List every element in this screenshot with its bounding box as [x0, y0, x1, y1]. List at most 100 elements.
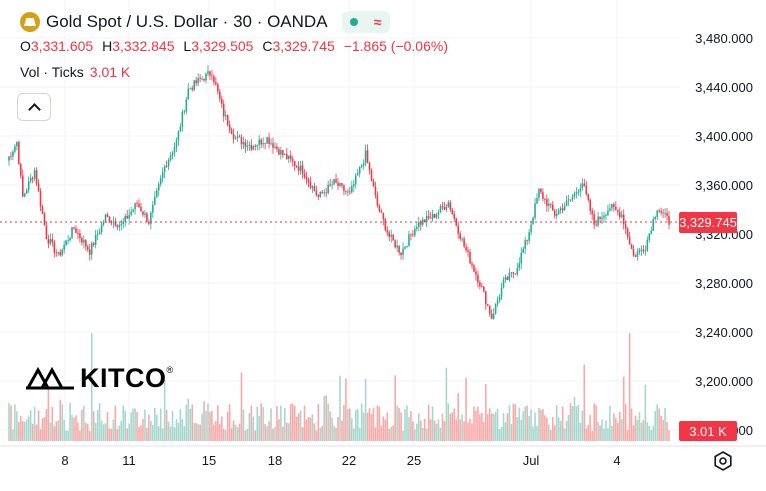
candle-body [577, 191, 580, 193]
candle-body [122, 221, 125, 224]
candle-body [374, 186, 377, 195]
volume-bar [611, 425, 613, 441]
candle-body [299, 165, 302, 171]
volume-bar [29, 410, 32, 441]
candle-body [496, 300, 499, 304]
candle-body [571, 196, 574, 200]
kitco-bars-icon [26, 366, 74, 390]
candle-body [339, 183, 341, 186]
price-tick-label: 3,240.000 [695, 325, 753, 340]
candle-body [502, 279, 505, 288]
candle-body [37, 183, 40, 191]
candle-body [394, 240, 396, 248]
volume-bar [455, 419, 458, 441]
candle-body [445, 206, 448, 210]
time-axis[interactable]: 8 11 15 18 22 25 Jul 4 [61, 453, 620, 468]
gold-bars-icon [20, 12, 40, 32]
volume-bar [256, 406, 259, 441]
volume-bar [483, 421, 485, 441]
volume-bar [325, 395, 327, 441]
candle-body [69, 237, 71, 241]
volume-bar [542, 409, 544, 441]
volume-bar [642, 420, 645, 441]
volume-bar [538, 407, 540, 441]
volume-bar [295, 416, 298, 441]
volume-bar [402, 430, 404, 441]
volume-bar [195, 423, 197, 441]
volume-bar [207, 403, 209, 441]
volume-label[interactable]: Vol · Ticks [20, 64, 84, 80]
candle-body [553, 210, 556, 216]
market-status-pill[interactable]: ≈ [341, 11, 390, 33]
volume-bar [384, 419, 387, 441]
candle-body [264, 143, 266, 144]
candle-body [423, 219, 426, 223]
candle-body [114, 221, 117, 226]
candle-body [120, 223, 123, 226]
candle-body [362, 163, 365, 165]
candle-body [656, 210, 658, 218]
volume-bar [374, 427, 377, 441]
candle-body [81, 238, 83, 243]
volume-bar [360, 403, 363, 441]
candle-body [528, 232, 530, 241]
candle-body [492, 313, 495, 319]
candle-body [457, 225, 459, 234]
volume-bar [544, 415, 546, 441]
volume-bar [632, 425, 635, 441]
candle-body [201, 78, 203, 80]
candle-body [650, 230, 653, 234]
candle-body [441, 206, 444, 208]
candle-body [544, 198, 546, 200]
volume-bar [92, 411, 95, 441]
volume-bar [104, 423, 107, 441]
volume-bar [475, 410, 477, 441]
volume-bar [512, 403, 515, 441]
volume-bar [652, 425, 655, 441]
price-axis[interactable]: 3,480.0003,440.0003,400.0003,360.0003,32… [695, 31, 753, 438]
candle-body [557, 210, 560, 214]
candle-body [193, 80, 195, 90]
volume-bar [337, 417, 339, 441]
volume-bar [81, 409, 83, 441]
volume-bar [146, 427, 148, 441]
candle-body [309, 182, 312, 188]
candle-body [159, 178, 162, 185]
candle-body [274, 146, 276, 148]
candle-body [232, 133, 235, 139]
volume-bar [366, 412, 369, 441]
candle-body [479, 282, 481, 287]
volume-bar [605, 420, 607, 441]
volume-bar [226, 411, 229, 441]
volume-bar [433, 420, 436, 441]
volume-bar [244, 430, 247, 441]
candle-body [228, 124, 231, 131]
volume-bar [486, 414, 489, 441]
candle-body [230, 130, 233, 134]
candle-body [319, 191, 322, 197]
candle-body [437, 212, 440, 215]
volume-bar [293, 405, 296, 441]
volume-bar [90, 333, 93, 441]
candle-body [512, 272, 515, 274]
candle-body [370, 170, 373, 182]
candle-body [329, 184, 331, 186]
volume-bar [311, 414, 314, 441]
registered-mark: ® [166, 365, 174, 375]
symbol-title[interactable]: Gold Spot / U.S. Dollar · 30 · OANDA [46, 12, 328, 31]
candle-body [211, 75, 213, 77]
candle-body [157, 184, 160, 191]
volume-bar [349, 408, 351, 441]
candle-body [467, 250, 469, 253]
volume-bar [41, 418, 44, 441]
volume-bar [559, 420, 562, 441]
volume-bar [85, 422, 87, 441]
candle-body [268, 137, 270, 144]
gear-icon[interactable] [712, 450, 734, 472]
candle-body [171, 152, 174, 156]
close-label: C [262, 38, 273, 54]
collapse-legend-button[interactable] [17, 93, 51, 121]
volume-bar [563, 428, 566, 441]
volume-bar [114, 405, 117, 441]
